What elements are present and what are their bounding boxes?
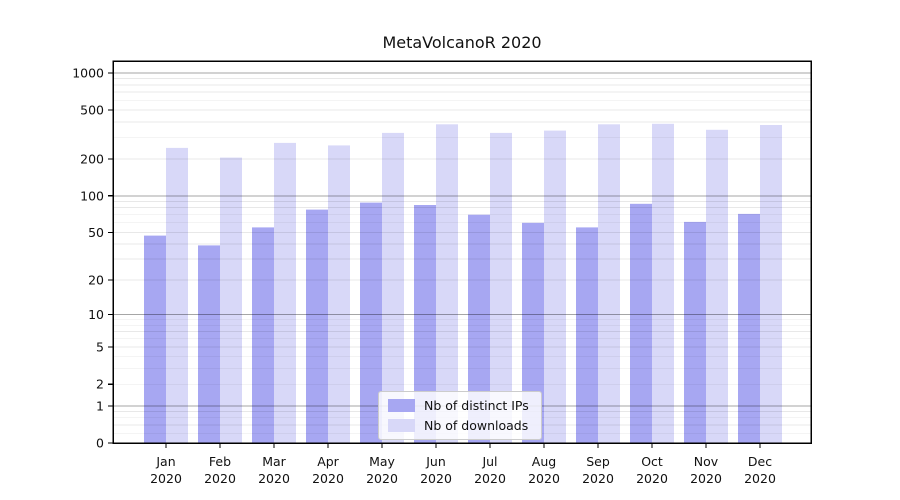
bar-downloads-May xyxy=(382,132,404,443)
x-tick-month: Jan xyxy=(155,454,175,469)
y-tick-label: 5 xyxy=(96,340,104,355)
legend-label-downloads: Nb of downloads xyxy=(424,418,529,433)
x-tick-year: 2020 xyxy=(474,471,506,486)
bar-ips-Oct xyxy=(630,203,652,443)
x-tick-year: 2020 xyxy=(636,471,668,486)
x-tick-month: Feb xyxy=(209,454,231,469)
x-tick-month: Oct xyxy=(641,454,663,469)
x-tick-month: Mar xyxy=(262,454,286,469)
legend: Nb of distinct IPs Nb of downloads xyxy=(378,391,542,440)
legend-swatch-downloads xyxy=(388,419,415,432)
bar-downloads-Feb xyxy=(220,157,242,443)
y-tick-label: 20 xyxy=(88,272,104,287)
y-tick-label: 1000 xyxy=(72,65,104,80)
x-tick-month: May xyxy=(369,454,395,469)
bar-downloads-Jun xyxy=(436,124,458,444)
x-tick-year: 2020 xyxy=(150,471,182,486)
bar-downloads-Aug xyxy=(544,130,566,443)
y-tick-label: 2 xyxy=(96,377,104,392)
x-tick-year: 2020 xyxy=(528,471,560,486)
y-tick-label: 1 xyxy=(96,398,104,413)
bar-downloads-Apr xyxy=(328,145,350,443)
x-tick-year: 2020 xyxy=(366,471,398,486)
x-tick-year: 2020 xyxy=(744,471,776,486)
bar-ips-Jul xyxy=(468,214,490,443)
bar-ips-Nov xyxy=(684,221,706,443)
y-tick-label: 200 xyxy=(80,151,104,166)
bar-ips-Jan xyxy=(144,235,166,443)
x-tick-month: Jun xyxy=(425,454,446,469)
chart-title: MetaVolcanoR 2020 xyxy=(382,33,542,52)
x-tick-year: 2020 xyxy=(312,471,344,486)
y-tick-label: 0 xyxy=(96,436,104,451)
bar-ips-Jun xyxy=(414,205,436,443)
x-tick-month: Apr xyxy=(317,454,339,469)
bar-ips-Mar xyxy=(252,227,274,443)
x-tick-month: Sep xyxy=(586,454,610,469)
legend-item-distinct-ips: Nb of distinct IPs xyxy=(388,398,529,413)
bar-downloads-Jul xyxy=(490,132,512,443)
legend-item-downloads: Nb of downloads xyxy=(388,418,529,433)
x-tick-year: 2020 xyxy=(204,471,236,486)
y-tick-label: 10 xyxy=(88,307,104,322)
legend-label-distinct-ips: Nb of distinct IPs xyxy=(424,398,529,413)
plot-border xyxy=(112,60,812,444)
x-tick-year: 2020 xyxy=(258,471,290,486)
bar-ips-May xyxy=(360,202,382,443)
bar-ips-Sep xyxy=(576,227,598,443)
y-tick-label: 50 xyxy=(88,225,104,240)
x-tick-month: Dec xyxy=(748,454,772,469)
legend-swatch-distinct-ips xyxy=(388,399,415,412)
x-tick-month: Nov xyxy=(694,454,719,469)
bar-downloads-Mar xyxy=(274,142,296,443)
x-tick-month: Aug xyxy=(532,454,556,469)
bar-downloads-Sep xyxy=(598,124,620,444)
bar-ips-Feb xyxy=(198,245,220,443)
x-tick-year: 2020 xyxy=(582,471,614,486)
bar-ips-Apr xyxy=(306,209,328,443)
y-tick-label: 500 xyxy=(80,103,104,118)
x-tick-month: Jul xyxy=(481,454,497,469)
bar-downloads-Oct xyxy=(652,123,674,444)
x-tick-year: 2020 xyxy=(690,471,722,486)
bar-downloads-Nov xyxy=(706,129,728,444)
y-tick-label: 100 xyxy=(80,188,104,203)
bar-downloads-Dec xyxy=(760,125,782,443)
x-tick-year: 2020 xyxy=(420,471,452,486)
bar-ips-Aug xyxy=(522,222,544,443)
bar-ips-Dec xyxy=(738,213,760,443)
bar-downloads-Jan xyxy=(166,147,188,443)
